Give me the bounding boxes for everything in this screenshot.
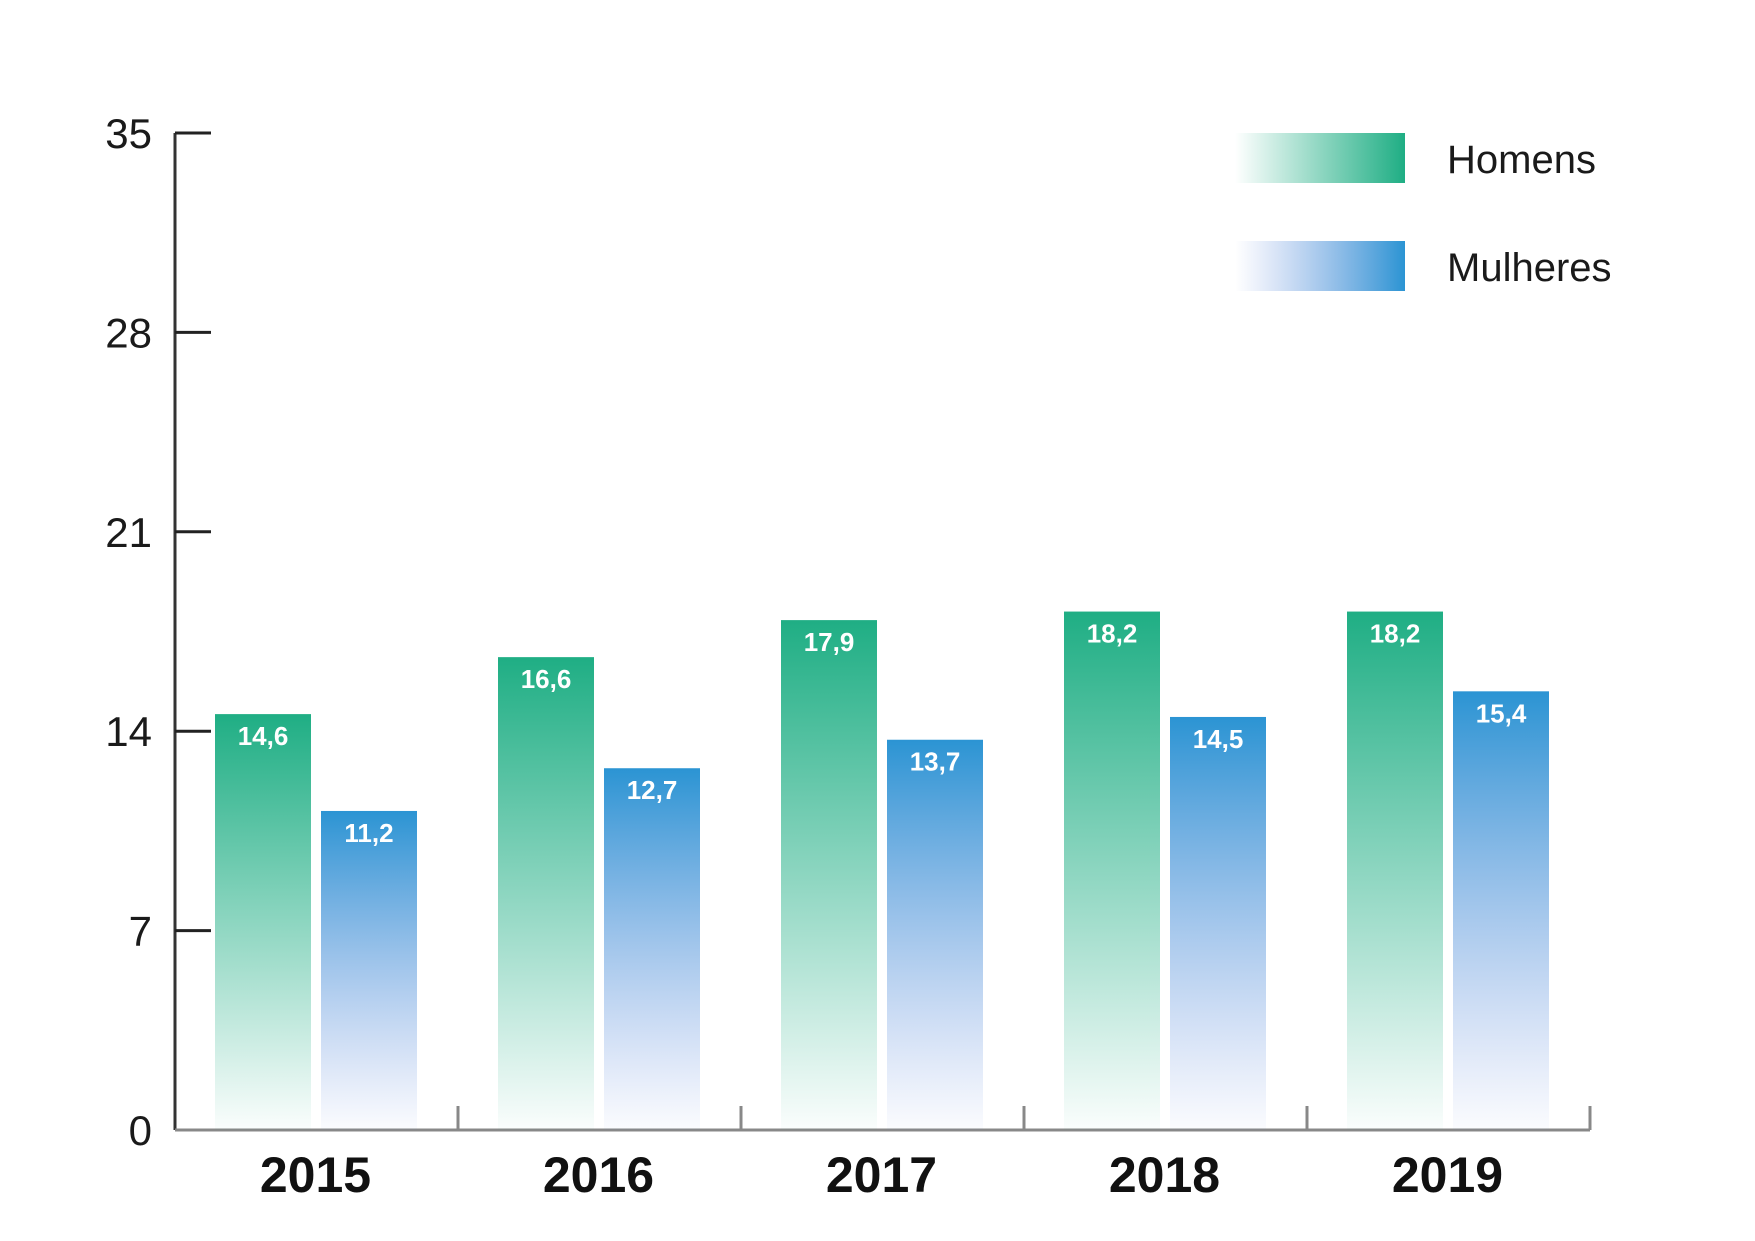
- bar-value-label: 14,5: [1193, 724, 1244, 754]
- bar-homens-2019: [1347, 611, 1443, 1130]
- legend-swatch-homens: [1235, 133, 1405, 183]
- bar-value-label: 14,6: [238, 721, 289, 751]
- bar-value-label: 15,4: [1476, 698, 1527, 728]
- bar-mulheres-2019: [1453, 691, 1549, 1130]
- x-category-label: 2018: [1109, 1147, 1220, 1203]
- legend-swatch-mulheres: [1235, 241, 1405, 291]
- y-ticks: 0 7 14 21 28 35: [105, 110, 211, 1154]
- bar-value-label: 11,2: [344, 818, 393, 848]
- y-tick-label: 21: [105, 509, 152, 556]
- bar-value-label: 17,9: [804, 627, 855, 657]
- x-category-label: 2016: [543, 1147, 654, 1203]
- y-tick-label: 35: [105, 110, 152, 157]
- bar-value-label: 16,6: [521, 664, 572, 694]
- y-tick-label: 28: [105, 309, 152, 356]
- legend-label-mulheres: Mulheres: [1447, 246, 1612, 290]
- bar-mulheres-2018: [1170, 716, 1266, 1130]
- bar-mulheres-2016: [604, 768, 700, 1130]
- bar-homens-2018: [1064, 611, 1160, 1130]
- bar-mulheres-2017: [887, 739, 983, 1130]
- bar-homens-2017: [781, 620, 877, 1130]
- legend-label-homens: Homens: [1447, 138, 1596, 182]
- legend: Homens Mulheres: [1235, 133, 1612, 291]
- x-category-label: 2015: [260, 1147, 371, 1203]
- y-tick-label: 14: [105, 708, 152, 755]
- bars: 14,6 11,2 16,6 12,7 17,9 13,7 18,2 14,5 18,2 15,4: [215, 611, 1549, 1130]
- bar-value-label: 18,2: [1370, 619, 1421, 649]
- bar-homens-2015: [215, 714, 311, 1130]
- y-tick-label: 7: [129, 908, 152, 955]
- y-tick-label: 0: [129, 1107, 152, 1154]
- bar-value-label: 13,7: [910, 747, 961, 777]
- x-category-label: 2017: [826, 1147, 937, 1203]
- x-ticks: 2015 2016 2017 2018 2019: [260, 1106, 1592, 1203]
- bar-value-label: 12,7: [627, 775, 678, 805]
- bar-mulheres-2015: [321, 810, 417, 1130]
- bar-homens-2016: [498, 657, 594, 1130]
- x-category-label: 2019: [1392, 1147, 1503, 1203]
- bar-value-label: 18,2: [1087, 619, 1138, 649]
